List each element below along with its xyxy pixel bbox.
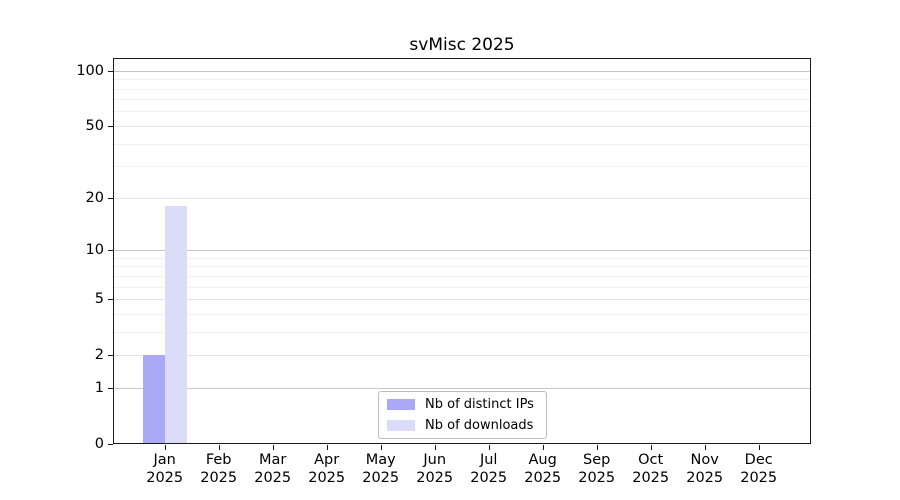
x-tick-mark <box>758 445 760 450</box>
x-tick-label: Apr 2025 <box>308 452 346 486</box>
minor-gridline <box>113 257 811 259</box>
x-tick-label: May 2025 <box>362 452 400 486</box>
minor-gridline <box>113 166 811 168</box>
y-tick-label: 100 <box>76 62 104 79</box>
x-tick-mark <box>272 445 274 450</box>
gridline <box>113 125 811 127</box>
x-tick-mark <box>164 445 166 450</box>
bar-nb-of-downloads <box>164 205 187 444</box>
y-tick-label: 50 <box>85 117 104 134</box>
x-tick-mark <box>650 445 652 450</box>
x-tick-mark <box>704 445 706 450</box>
x-tick-label: Feb 2025 <box>200 452 238 486</box>
gridline <box>113 197 811 199</box>
x-tick-label: Aug 2025 <box>524 452 562 486</box>
legend-item: Nb of downloads <box>379 417 546 435</box>
legend-color-swatch <box>387 399 415 410</box>
minor-gridline <box>113 275 811 277</box>
x-tick-mark <box>596 445 598 450</box>
y-tick-label: 2 <box>94 347 104 364</box>
minor-gridline <box>113 99 811 101</box>
gridline <box>113 299 811 301</box>
x-tick-mark <box>488 445 490 450</box>
minor-gridline <box>113 111 811 113</box>
minor-gridline <box>113 79 811 81</box>
plot-area <box>113 58 811 444</box>
y-tick-label: 0 <box>94 436 104 452</box>
y-tick-mark <box>108 444 113 445</box>
y-tick-mark <box>108 125 113 127</box>
x-tick-label: Mar 2025 <box>254 452 292 486</box>
x-tick-label: Jul 2025 <box>470 452 508 486</box>
minor-gridline <box>113 88 811 90</box>
x-tick-label: Jan 2025 <box>146 452 184 486</box>
legend-item: Nb of distinct IPs <box>379 396 546 414</box>
x-tick-label: Oct 2025 <box>632 452 670 486</box>
legend-label: Nb of downloads <box>425 418 534 433</box>
y-tick-mark <box>108 70 113 72</box>
x-tick-mark <box>218 445 220 450</box>
x-tick-mark <box>326 445 328 450</box>
major-gridline <box>113 387 811 389</box>
major-gridline <box>113 70 811 72</box>
minor-gridline <box>113 331 811 333</box>
minor-gridline <box>113 143 811 145</box>
legend: Nb of distinct IPs Nb of downloads <box>378 391 547 439</box>
y-tick-mark <box>108 197 113 199</box>
y-tick-label: 20 <box>85 189 104 206</box>
x-tick-mark <box>380 445 382 450</box>
minor-gridline <box>113 266 811 268</box>
y-tick-mark <box>108 355 113 357</box>
minor-gridline <box>113 313 811 315</box>
x-tick-mark <box>434 445 436 450</box>
x-tick-label: Jun 2025 <box>416 452 454 486</box>
legend-color-swatch <box>387 420 415 431</box>
y-tick-label: 1 <box>94 379 104 396</box>
gridline <box>113 355 811 357</box>
major-gridline <box>113 250 811 252</box>
x-tick-label: Dec 2025 <box>740 452 778 486</box>
bar-nb-of-distinct-ips <box>142 355 165 444</box>
x-tick-label: Sep 2025 <box>578 452 616 486</box>
y-tick-mark <box>108 299 113 301</box>
y-tick-label: 10 <box>85 242 104 259</box>
x-tick-mark <box>542 445 544 450</box>
chart-title: svMisc 2025 <box>409 35 515 55</box>
minor-gridline <box>113 286 811 288</box>
y-tick-label: 5 <box>94 291 104 308</box>
x-tick-label: Nov 2025 <box>686 452 724 486</box>
y-tick-mark <box>108 250 113 252</box>
y-tick-mark <box>108 387 113 389</box>
legend-label: Nb of distinct IPs <box>425 397 534 412</box>
